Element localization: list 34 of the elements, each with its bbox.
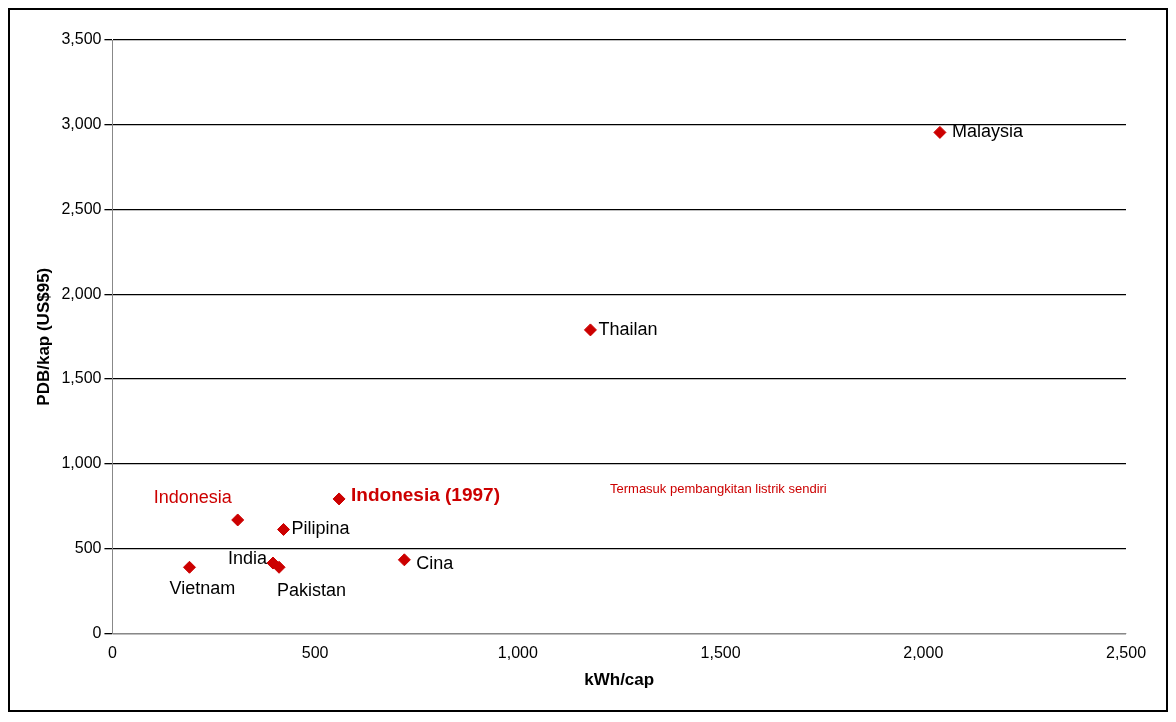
point <box>277 522 291 536</box>
y-tick-label: 500 <box>74 539 102 557</box>
point <box>272 560 286 574</box>
x-tick-label: 2,000 <box>903 644 944 662</box>
annotation: Indonesia (1997) <box>351 484 500 506</box>
annotation: Pilipina <box>291 518 351 539</box>
annotation: Cina <box>416 552 455 573</box>
x-tick-label: 1,500 <box>700 644 741 662</box>
y-tick-label: 3,500 <box>61 30 102 48</box>
point <box>182 560 196 574</box>
annotation: Termasuk pembangkitan listrik sendiri <box>610 480 827 496</box>
annotation: Thailan <box>598 318 658 339</box>
annotation: Malaysia <box>951 121 1024 142</box>
y-tick-label: 2,500 <box>61 199 102 217</box>
point <box>397 553 411 567</box>
y-tick-label: 3,000 <box>61 115 102 133</box>
x-tick-label: 500 <box>301 644 329 662</box>
annotation: Pakistan <box>277 580 347 601</box>
y-tick-label: 1,000 <box>61 454 102 472</box>
x-tick-label: 2,500 <box>1105 644 1147 662</box>
x-tick-label: 0 <box>107 644 117 662</box>
annotation: Indonesia <box>153 486 233 507</box>
point <box>583 323 597 337</box>
y-tick-label: 2,000 <box>61 284 102 302</box>
x-tick-label: 1,000 <box>497 644 538 662</box>
y-tick-label: 1,500 <box>61 369 102 387</box>
x-axis-title: kWh/cap <box>584 670 655 690</box>
y-axis-title: PDB/kap (US$95) <box>33 267 53 406</box>
point <box>231 513 245 527</box>
y-tick-label: 0 <box>92 623 102 641</box>
point <box>332 492 346 506</box>
annotation: India <box>227 548 268 569</box>
point <box>933 125 947 139</box>
annotation: Vietnam <box>169 578 236 599</box>
